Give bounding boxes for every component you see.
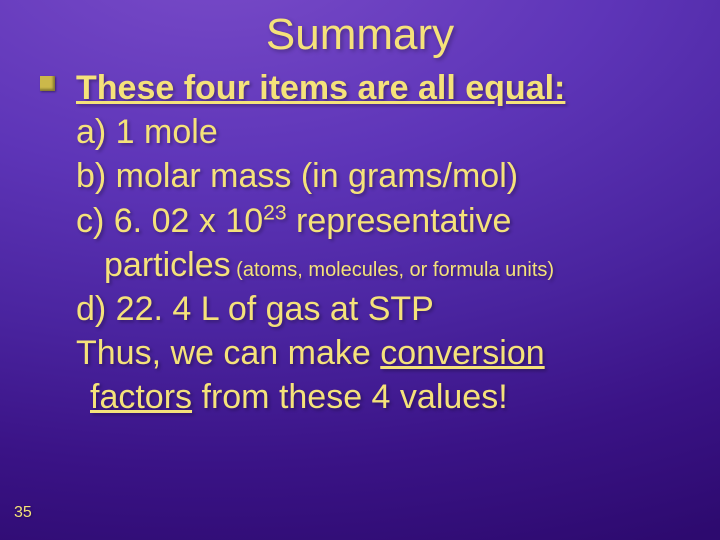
slide-number: 35	[14, 504, 32, 522]
closing-line2: factors from these 4 values!	[76, 375, 680, 419]
item-c-particles: particles	[104, 246, 231, 284]
heading-line: These four items are all equal:	[76, 66, 680, 110]
item-c-post: representative	[287, 202, 512, 240]
square-bullet-icon	[40, 76, 55, 91]
slide-title: Summary	[40, 10, 680, 60]
closing-pre: Thus, we can make	[76, 334, 380, 372]
item-a: a) 1 mole	[76, 110, 680, 154]
item-c-line2: particles (atoms, molecules, or formula …	[76, 243, 680, 287]
closing-conversion: conversion	[380, 334, 544, 372]
item-d: d) 22. 4 L of gas at STP	[76, 287, 680, 331]
slide-content: Summary These four items are all equal: …	[0, 0, 720, 540]
item-b: b) molar mass (in grams/mol)	[76, 154, 680, 198]
closing-factors: factors	[90, 378, 192, 416]
closing-line1: Thus, we can make conversion	[76, 331, 680, 375]
body-area: These four items are all equal: a) 1 mol…	[40, 66, 680, 420]
item-c-paren: (atoms, molecules, or formula units)	[231, 259, 554, 281]
item-c-line1: c) 6. 02 x 1023 representative	[76, 199, 680, 243]
item-c-pre: c) 6. 02 x 10	[76, 202, 263, 240]
item-c-exponent: 23	[263, 201, 286, 224]
closing-post: from these 4 values!	[192, 378, 508, 416]
